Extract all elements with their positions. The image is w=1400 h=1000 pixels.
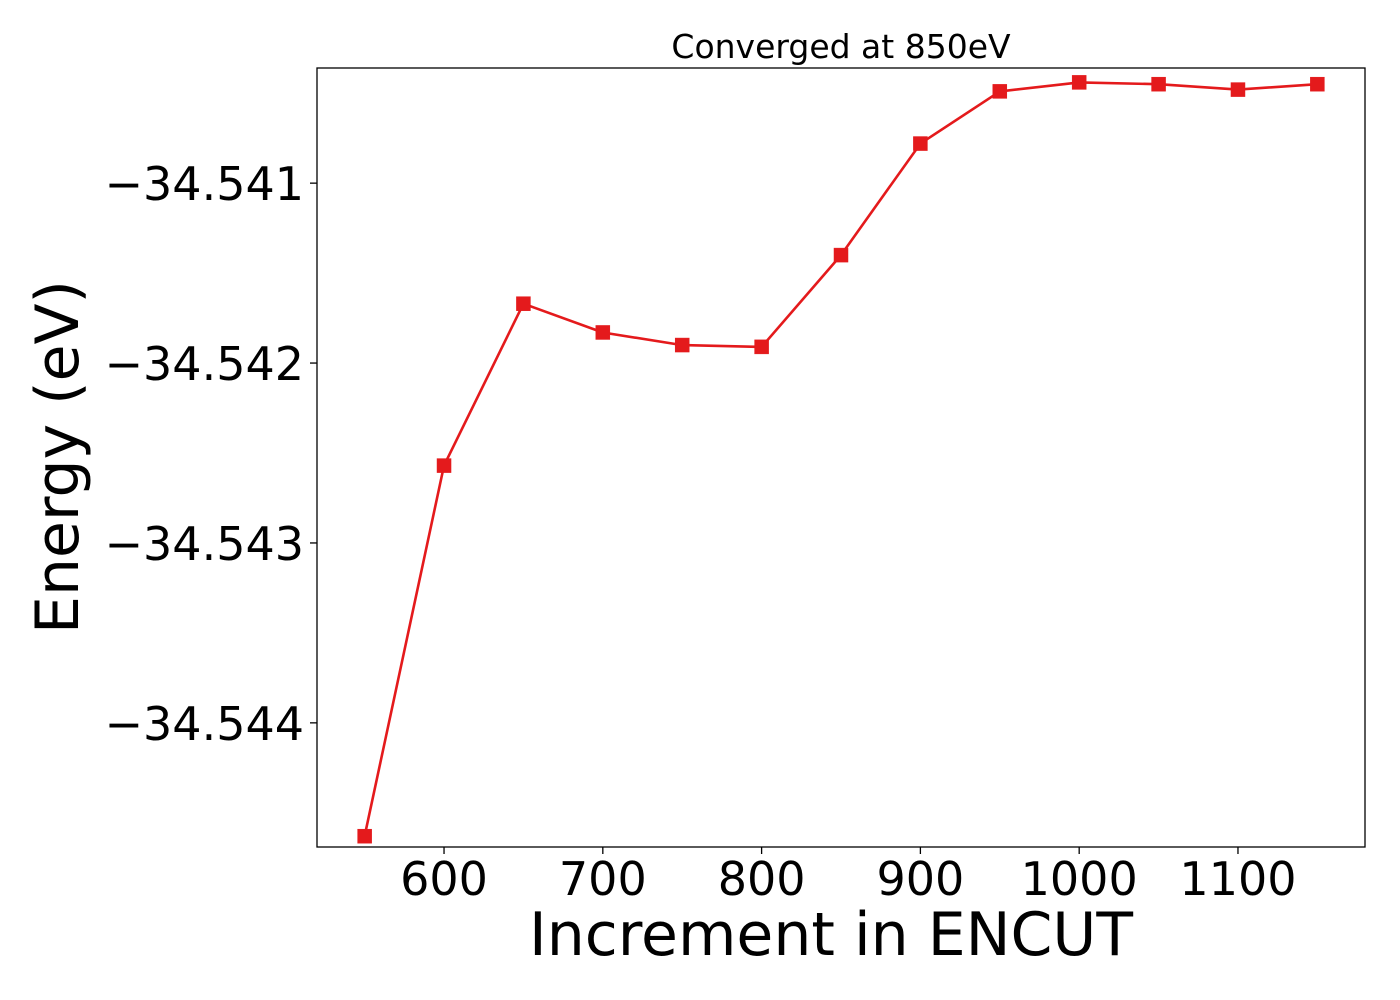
- data-point-marker: [516, 296, 531, 311]
- y-tick-label: −34.542: [105, 337, 305, 391]
- data-point-marker: [913, 136, 928, 151]
- data-point-marker: [1151, 76, 1166, 92]
- data-point-marker: [436, 458, 452, 473]
- data-point-marker: [992, 84, 1008, 99]
- x-axis-label: Increment in ENCUT: [529, 900, 1133, 970]
- data-point-marker: [1071, 75, 1087, 90]
- data-point-marker: [1310, 76, 1325, 92]
- y-axis-ticks: −34.544 −34.543 −34.542 −34.541: [105, 157, 317, 751]
- x-axis-ticks: 600 700 800 900 1000 1100: [400, 847, 1297, 906]
- x-tick-label: 1100: [1179, 852, 1296, 906]
- y-tick-label: −34.541: [105, 157, 305, 211]
- data-point-marker: [674, 337, 690, 353]
- series-layer: [357, 75, 1325, 844]
- data-point-marker: [357, 828, 372, 844]
- data-point-marker: [833, 247, 849, 263]
- data-point-marker: [1230, 82, 1246, 97]
- x-tick-label: 900: [876, 852, 964, 906]
- chart-title: Converged at 850eV: [671, 27, 1011, 66]
- x-tick-label: 700: [559, 852, 647, 906]
- x-tick-label: 600: [400, 852, 488, 906]
- data-point-marker: [595, 325, 611, 340]
- x-tick-label: 800: [718, 852, 806, 906]
- y-tick-label: −34.543: [105, 517, 305, 571]
- x-tick-label: 1000: [1021, 852, 1138, 906]
- y-axis-label: Energy (eV): [23, 280, 93, 634]
- data-point-marker: [754, 339, 769, 355]
- plot-frame: [316, 67, 1366, 848]
- y-tick-label: −34.544: [105, 697, 305, 751]
- series-line: [363, 81, 1318, 837]
